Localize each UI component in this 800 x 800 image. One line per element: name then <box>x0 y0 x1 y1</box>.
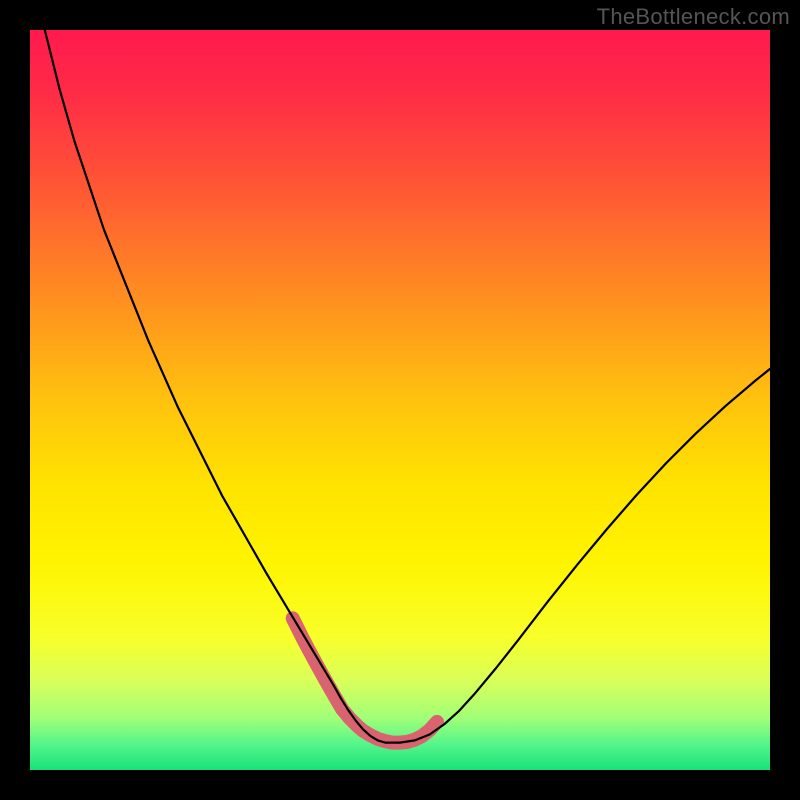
watermark-text: TheBottleneck.com <box>597 4 790 30</box>
gradient-background <box>30 30 770 770</box>
chart-svg <box>30 30 770 770</box>
chart-frame: TheBottleneck.com <box>0 0 800 800</box>
plot-area <box>30 30 770 770</box>
